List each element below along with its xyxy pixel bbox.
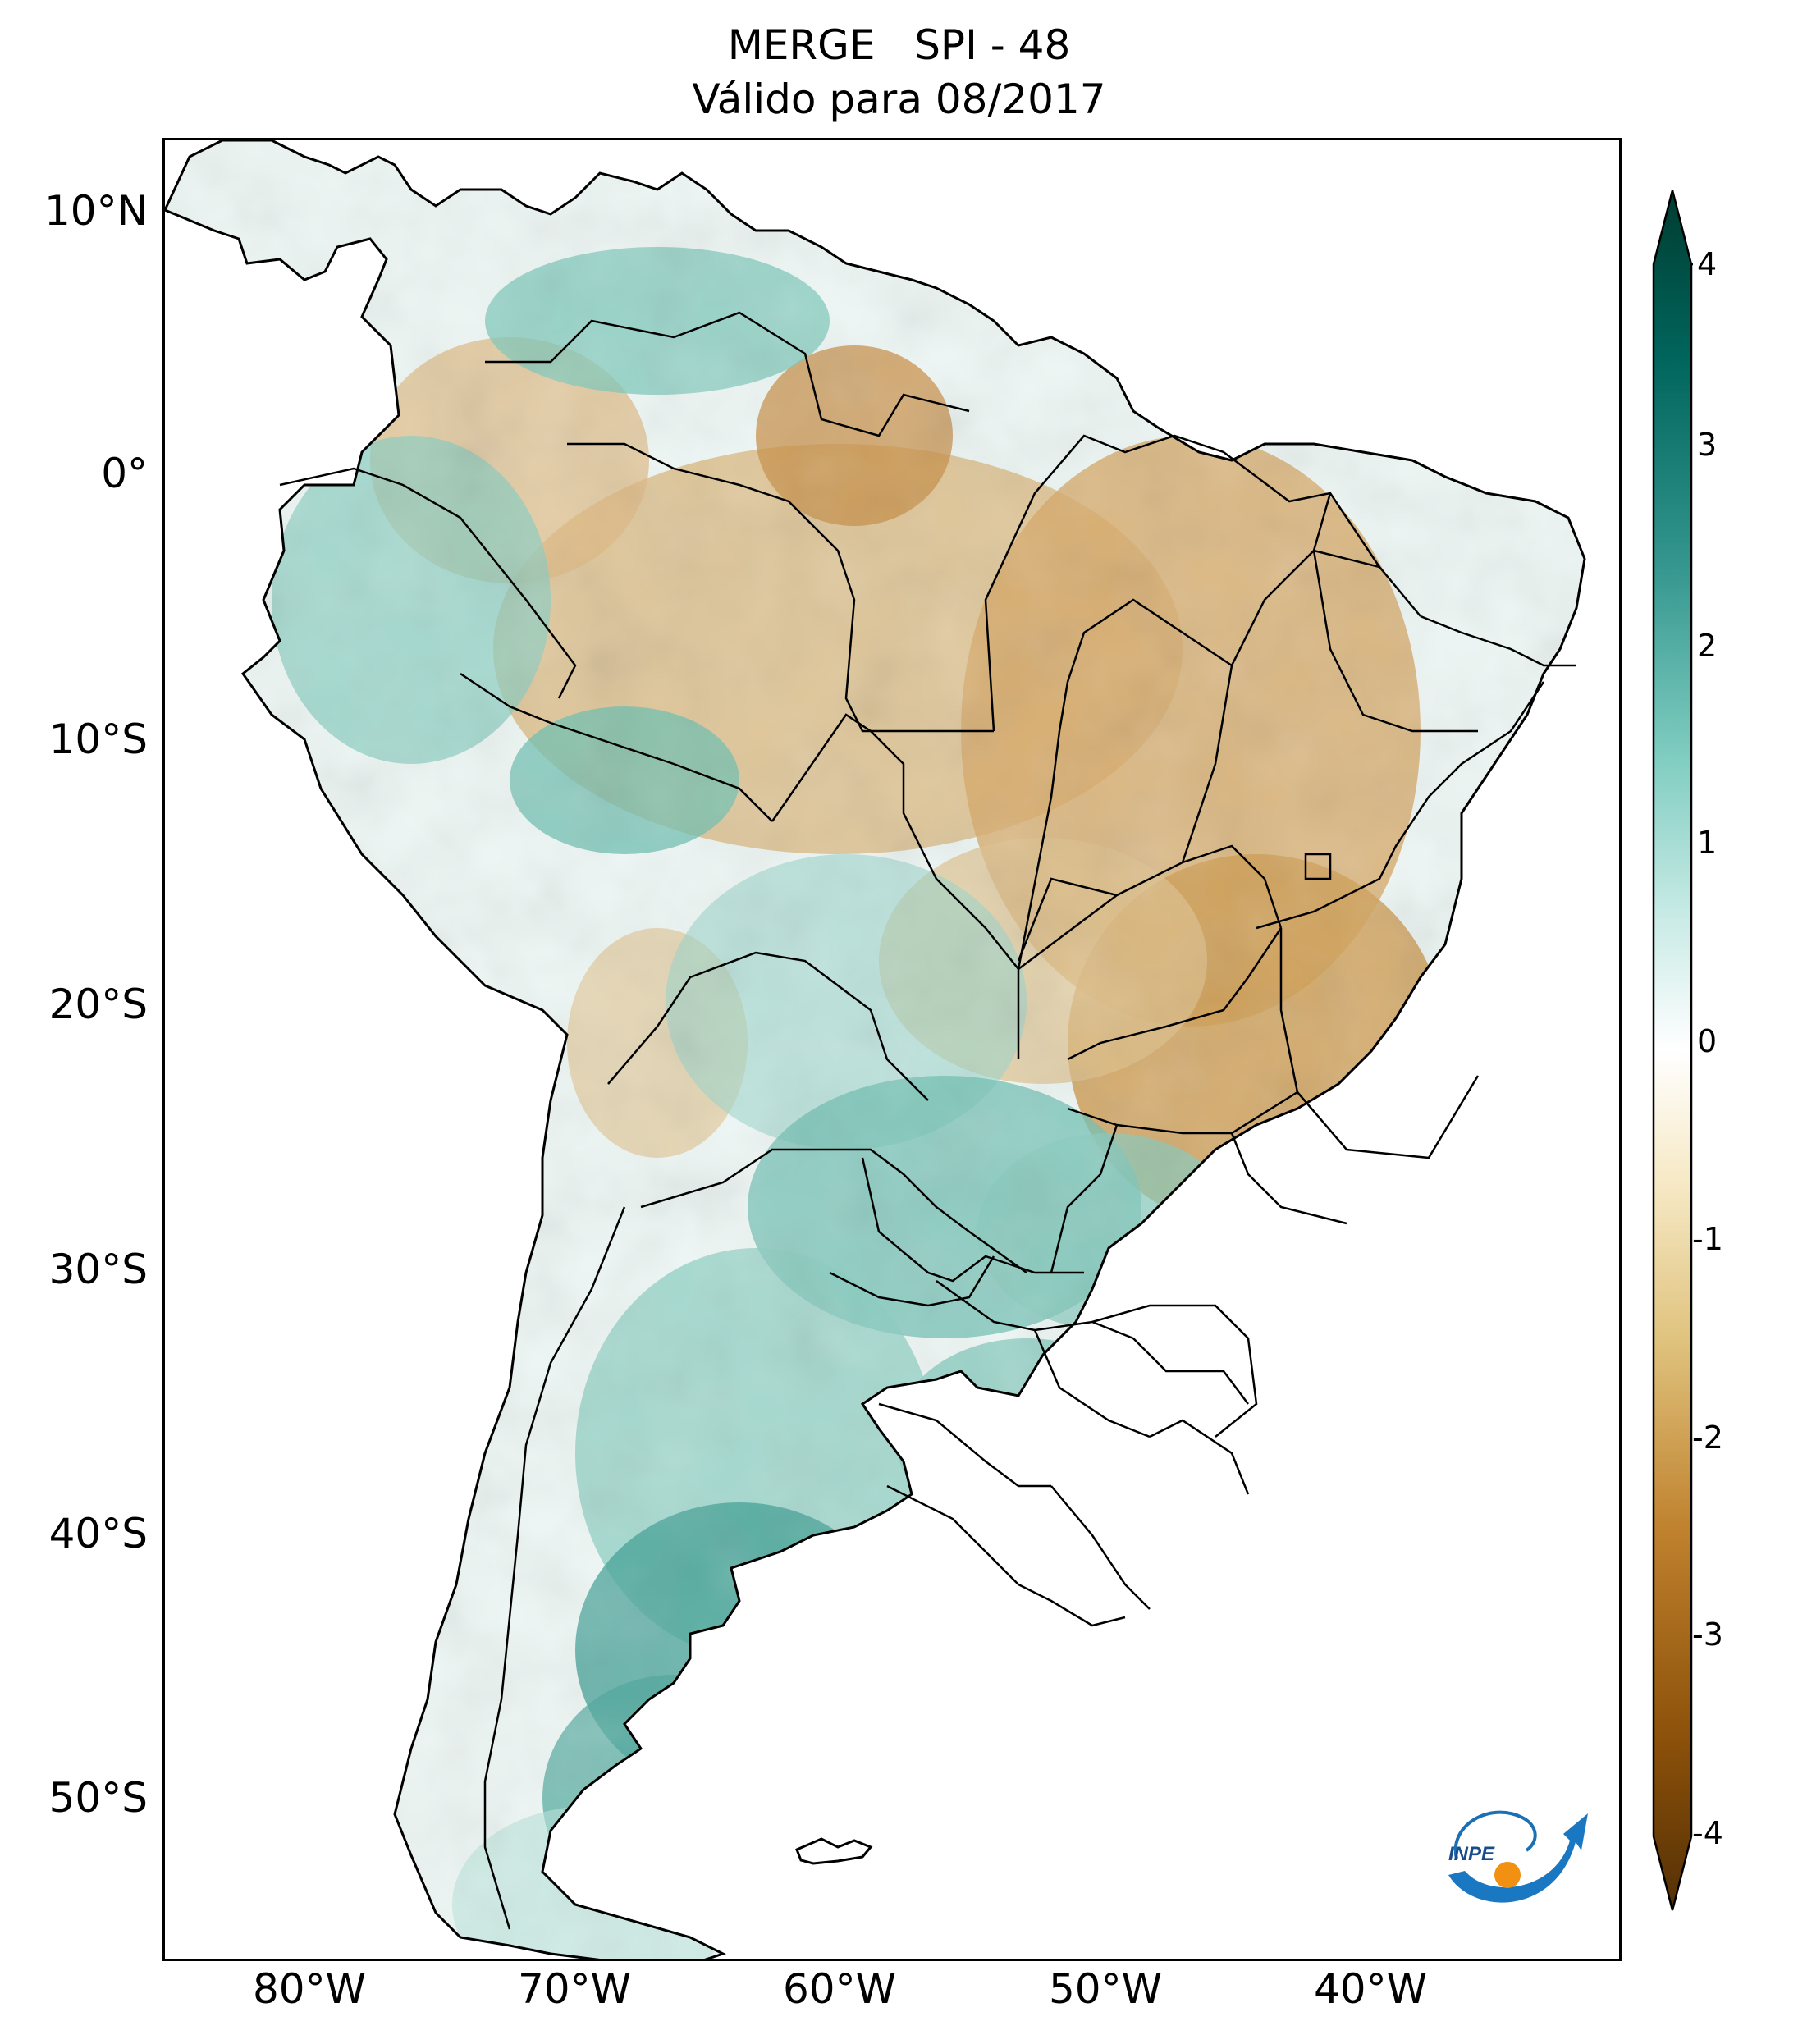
map-panel [162,138,1622,1961]
logo-orbit [1453,1810,1537,1859]
colorbar-label-minus2: -2 [1692,1420,1723,1456]
logo-swoosh [1448,1813,1588,1903]
colorbar-label-1: 1 [1697,825,1718,861]
colorbar-label-2: 2 [1697,628,1718,664]
colorbar [1652,190,1693,1911]
colorbar-label-minus1: -1 [1692,1221,1723,1257]
lat-label-40s: 40°S [48,1510,148,1557]
colorbar-label-minus4: -4 [1692,1815,1723,1851]
south-america-map [165,140,1586,1959]
colorbar-label-minus3: -3 [1692,1616,1723,1653]
lon-label-40w: 40°W [1313,1965,1428,2013]
lat-label-10s: 10°S [48,716,148,763]
lon-label-70w: 70°W [517,1965,632,2013]
political-borders [279,311,1576,1930]
colorbar-label-4: 4 [1697,246,1718,282]
lat-label-30s: 30°S [48,1246,148,1293]
logo-text: INPE [1448,1843,1495,1865]
lon-label-80w: 80°W [252,1965,367,2013]
lat-label-20s: 20°S [48,981,148,1028]
logo-sun [1494,1862,1521,1888]
colorbar-body [1652,190,1693,1911]
lon-label-50w: 50°W [1048,1965,1163,2013]
title-line2: Válido para 08/2017 [692,75,1106,123]
continent-outline [165,140,1586,1959]
lon-label-60w: 60°W [782,1965,897,2013]
title-line1: MERGE SPI - 48 [727,21,1071,69]
inpe-logo: INPE [1448,1810,1588,1903]
lat-label-50s: 50°S [48,1774,148,1822]
lat-label-0: 0° [101,450,148,497]
falkland-islands [795,1837,873,1865]
colorbar-label-3: 3 [1697,427,1718,463]
lat-label-10n: 10°N [43,187,148,235]
colorbar-label-0: 0 [1697,1023,1718,1059]
